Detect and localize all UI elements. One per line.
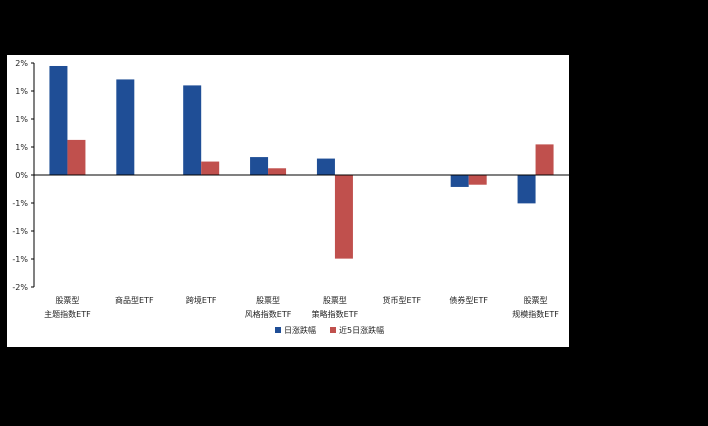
legend: 日涨跌幅 近5日涨跌幅 bbox=[275, 325, 384, 335]
legend-label-five-day: 近5日涨跌幅 bbox=[339, 325, 384, 335]
bar-five-day-4 bbox=[334, 175, 353, 259]
y-tick-label: -1% bbox=[12, 199, 28, 208]
y-axis: 2% 1% 1% 1% 0% -1% -1% -1% -2% bbox=[12, 59, 35, 292]
category-label: 主题指数ETF bbox=[44, 309, 91, 319]
bar-daily-6 bbox=[450, 175, 469, 187]
category-label: 风格指数ETF bbox=[245, 309, 292, 319]
bar-five-day-2 bbox=[201, 161, 220, 175]
bars bbox=[49, 65, 554, 259]
legend-label-daily: 日涨跌幅 bbox=[284, 325, 316, 335]
y-tick-label: 1% bbox=[15, 143, 28, 152]
bar-five-day-0 bbox=[67, 139, 86, 175]
y-tick-label: -1% bbox=[12, 255, 28, 264]
y-tick-label: -1% bbox=[12, 227, 28, 236]
category-label: 规模指数ETF bbox=[512, 309, 559, 319]
y-tick-label: 0% bbox=[15, 171, 28, 180]
legend-swatch-daily bbox=[275, 327, 281, 333]
bar-daily-1 bbox=[116, 79, 135, 175]
bar-five-day-3 bbox=[268, 168, 287, 175]
bar-five-day-7 bbox=[535, 144, 554, 175]
bar-daily-3 bbox=[250, 157, 269, 175]
category-label: 债券型ETF bbox=[449, 295, 488, 305]
category-label: 商品型ETF bbox=[115, 295, 154, 305]
y-tick-label: 1% bbox=[15, 115, 28, 124]
bar-daily-0 bbox=[49, 65, 68, 175]
category-label: 跨境ETF bbox=[186, 295, 217, 305]
category-label: 货币型ETF bbox=[383, 295, 422, 305]
bar-daily-7 bbox=[517, 175, 536, 204]
category-label: 股票型 bbox=[524, 296, 548, 305]
bar-five-day-6 bbox=[468, 175, 487, 185]
category-label: 策略指数ETF bbox=[312, 309, 359, 319]
chart-panel: 2% 1% 1% 1% 0% -1% -1% -1% -2% 股票型主题指数ETF 商品型ETF 跨… bbox=[7, 55, 569, 347]
category-label: 股票型 bbox=[55, 296, 79, 305]
category-label: 股票型 bbox=[323, 296, 347, 305]
legend-swatch-five-day bbox=[330, 327, 336, 333]
y-tick-label: 1% bbox=[15, 87, 28, 96]
category-label: 股票型 bbox=[256, 296, 280, 305]
bar-daily-4 bbox=[316, 158, 335, 175]
bar-daily-2 bbox=[183, 85, 202, 175]
y-tick-label: 2% bbox=[15, 59, 28, 68]
y-tick-label: -2% bbox=[12, 283, 28, 292]
